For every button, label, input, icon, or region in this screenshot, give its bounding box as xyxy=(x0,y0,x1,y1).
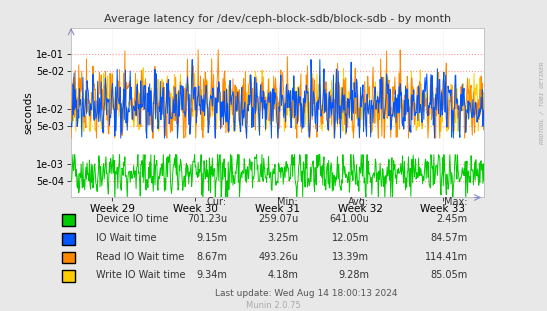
Text: 114.41m: 114.41m xyxy=(424,252,468,262)
Text: RRDTOOL / TOBI OETIKER: RRDTOOL / TOBI OETIKER xyxy=(539,61,544,144)
Text: 2.45m: 2.45m xyxy=(437,214,468,224)
Text: 9.34m: 9.34m xyxy=(196,270,227,280)
Text: 4.18m: 4.18m xyxy=(267,270,298,280)
Y-axis label: seconds: seconds xyxy=(24,91,33,134)
Text: Device IO time: Device IO time xyxy=(96,214,168,224)
Text: Write IO Wait time: Write IO Wait time xyxy=(96,270,185,280)
Text: Max:: Max: xyxy=(444,197,468,207)
Text: 12.05m: 12.05m xyxy=(332,233,369,243)
Text: Cur:: Cur: xyxy=(207,197,227,207)
Text: 259.07u: 259.07u xyxy=(258,214,298,224)
Title: Average latency for /dev/ceph-block-sdb/block-sdb - by month: Average latency for /dev/ceph-block-sdb/… xyxy=(104,14,451,25)
Text: Avg:: Avg: xyxy=(348,197,369,207)
Text: Munin 2.0.75: Munin 2.0.75 xyxy=(246,301,301,310)
Text: 13.39m: 13.39m xyxy=(332,252,369,262)
Text: Last update: Wed Aug 14 18:00:13 2024: Last update: Wed Aug 14 18:00:13 2024 xyxy=(215,290,398,298)
Text: 9.28m: 9.28m xyxy=(338,270,369,280)
Text: 3.25m: 3.25m xyxy=(267,233,298,243)
Text: 641.00u: 641.00u xyxy=(329,214,369,224)
Text: 85.05m: 85.05m xyxy=(430,270,468,280)
Text: 84.57m: 84.57m xyxy=(430,233,468,243)
Text: Read IO Wait time: Read IO Wait time xyxy=(96,252,184,262)
Text: 493.26u: 493.26u xyxy=(258,252,298,262)
Text: IO Wait time: IO Wait time xyxy=(96,233,156,243)
Text: 8.67m: 8.67m xyxy=(196,252,227,262)
Text: 9.15m: 9.15m xyxy=(196,233,227,243)
Text: 701.23u: 701.23u xyxy=(187,214,227,224)
Text: Min:: Min: xyxy=(277,197,298,207)
